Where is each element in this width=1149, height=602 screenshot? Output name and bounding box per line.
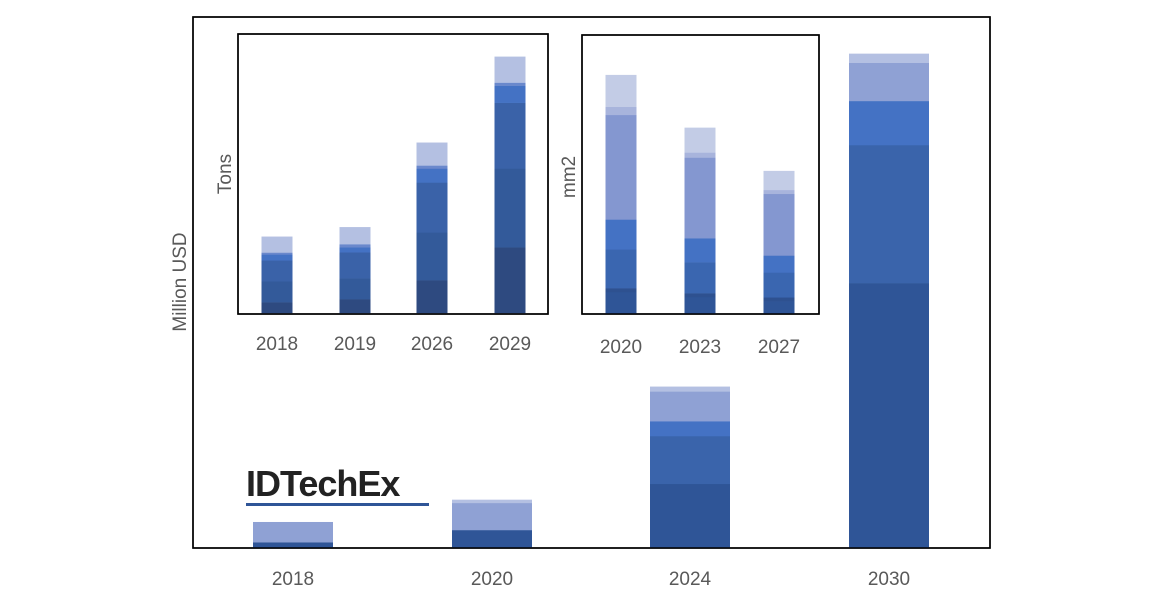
main-chart: Million USD 2018 2020 2024 2030 [170, 16, 991, 590]
inset-tons-bar-2026-segment-6 [416, 142, 448, 166]
inset-mm2-bar-2023-segment-7 [684, 127, 716, 153]
main-bar-2018-segment-1 [253, 542, 333, 549]
inset-chart-tons: Tons 2018 2019 2026 2029 [215, 33, 549, 355]
logo-underline [246, 503, 429, 506]
inset-tons-x-tick-label: 2026 [411, 334, 453, 355]
inset-tons-y-axis-label: Tons [215, 154, 236, 194]
inset-mm2-bar-2027-segment-1 [763, 301, 795, 315]
inset-tons-bar-2018-segment-5 [261, 252, 293, 255]
main-frame-border [192, 16, 991, 549]
inset-tons-bar-2029-segment-5 [494, 82, 526, 86]
main-x-tick-label: 2030 [868, 569, 910, 590]
inset-mm2-bar-2020-segment-2 [605, 288, 637, 293]
main-bar-2018-segment-4 [253, 521, 333, 543]
inset-tons-bar-2018-segment-4 [261, 254, 293, 261]
inset-chart-mm2: mm2 2020 2023 2027 [559, 34, 820, 358]
inset-mm2-bar-2020-segment-6 [605, 106, 637, 116]
inset-mm2-bar-2027-segment-5 [763, 193, 795, 256]
inset-mm2-bar-2023-segment-2 [684, 293, 716, 298]
inset-mm2-bar-2027-segment-4 [763, 255, 795, 273]
inset-mm2-x-tick-label: 2027 [758, 337, 800, 358]
inset-mm2-bar-2020-segment-5 [605, 114, 637, 220]
inset-mm2-bar-2027-segment-3 [763, 272, 795, 298]
inset-mm2-bar-2020-segment-7 [605, 74, 637, 108]
inset-mm2-bar-2027-segment-6 [763, 189, 795, 195]
main-y-axis-label: Million USD [170, 232, 191, 331]
inset-mm2-bar-2027-segment-7 [763, 170, 795, 191]
inset-mm2-bar-2020-segment-1 [605, 291, 637, 315]
main-bar-2030-segment-3 [849, 100, 929, 146]
inset-mm2-frame-border [581, 34, 820, 315]
inset-tons-bar-2018-segment-2 [261, 281, 293, 303]
inset-tons-bar-2029-segment-2 [494, 168, 526, 248]
main-bar-2024-segment-5 [650, 386, 730, 392]
inset-mm2-bar-2020-segment-3 [605, 249, 637, 289]
inset-mm2-y-axis-label: mm2 [559, 156, 580, 198]
main-bar-2020-segment-4 [452, 502, 532, 531]
main-x-tick-label: 2020 [471, 569, 513, 590]
inset-tons-bar-2019-segment-3 [339, 252, 371, 279]
inset-mm2-bar-2023-segment-6 [684, 152, 716, 158]
inset-tons-bar-2019-segment-6 [339, 227, 371, 245]
inset-tons-bar-2029-segment-6 [494, 56, 526, 83]
inset-tons-bar-2029-segment-4 [494, 85, 526, 103]
inset-tons-bar-2029-segment-3 [494, 102, 526, 169]
main-bar-2024-segment-1 [650, 483, 730, 549]
inset-tons-bar-2029-segment-1 [494, 247, 526, 314]
inset-tons-bar-2019-segment-1 [339, 299, 371, 314]
main-bar-2024-segment-3 [650, 421, 730, 437]
inset-tons-bar-2026-segment-5 [416, 165, 448, 169]
inset-mm2-bar-2023-segment-4 [684, 238, 716, 263]
inset-tons-bar-2019-segment-4 [339, 247, 371, 253]
inset-tons-x-tick-label: 2029 [489, 334, 531, 355]
inset-tons-x-tick-label: 2019 [334, 334, 376, 355]
inset-tons-bar-2026-segment-3 [416, 182, 448, 233]
logo-text: IDTechEx [246, 463, 400, 504]
main-bar-2030-segment-2 [849, 144, 929, 284]
inset-mm2-bar-2023-segment-1 [684, 296, 716, 315]
main-bar-2030-segment-1 [849, 283, 929, 549]
idtechex-logo: IDTechEx [246, 463, 429, 506]
main-bar-2024-segment-2 [650, 435, 730, 485]
main-x-tick-label: 2018 [272, 569, 314, 590]
inset-mm2-bar-2023-segment-5 [684, 157, 716, 239]
inset-tons-x-tick-label: 2018 [256, 334, 298, 355]
main-bar-2030-segment-4 [849, 62, 929, 102]
inset-tons-bar-2026-segment-2 [416, 232, 448, 281]
inset-tons-bar-2019-segment-2 [339, 278, 371, 300]
inset-tons-bar-2018-segment-6 [261, 236, 293, 253]
inset-tons-bar-2018-segment-3 [261, 260, 293, 282]
inset-mm2-bar-2027-segment-2 [763, 297, 795, 302]
inset-tons-bar-2026-segment-1 [416, 280, 448, 314]
inset-mm2-x-tick-label: 2023 [679, 337, 721, 358]
inset-tons-frame-border [237, 33, 549, 315]
main-bar-2020-segment-1 [452, 529, 532, 549]
inset-mm2-x-tick-label: 2020 [600, 337, 642, 358]
inset-tons-bar-2026-segment-4 [416, 168, 448, 183]
main-bar-2024-segment-4 [650, 391, 730, 422]
inset-tons-bar-2019-segment-5 [339, 244, 371, 248]
inset-tons-bar-2018-segment-1 [261, 302, 293, 314]
main-x-tick-label: 2024 [669, 569, 712, 590]
inset-mm2-bar-2023-segment-3 [684, 262, 716, 294]
main-bar-2030-segment-5 [849, 53, 929, 63]
inset-mm2-bar-2020-segment-4 [605, 219, 637, 250]
main-bar-2020-segment-5 [452, 499, 532, 504]
